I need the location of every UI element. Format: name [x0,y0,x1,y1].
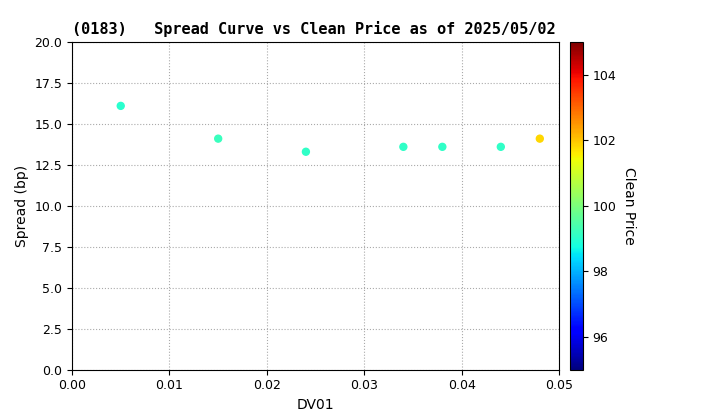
Text: (0183)   Spread Curve vs Clean Price as of 2025/05/02: (0183) Spread Curve vs Clean Price as of… [72,21,556,37]
Y-axis label: Clean Price: Clean Price [622,167,636,245]
Point [495,144,507,150]
Point [300,148,312,155]
Point [115,102,127,109]
Point [534,135,546,142]
X-axis label: DV01: DV01 [297,398,335,412]
Point [397,144,409,150]
Point [436,144,448,150]
Point [212,135,224,142]
Y-axis label: Spread (bp): Spread (bp) [15,165,29,247]
